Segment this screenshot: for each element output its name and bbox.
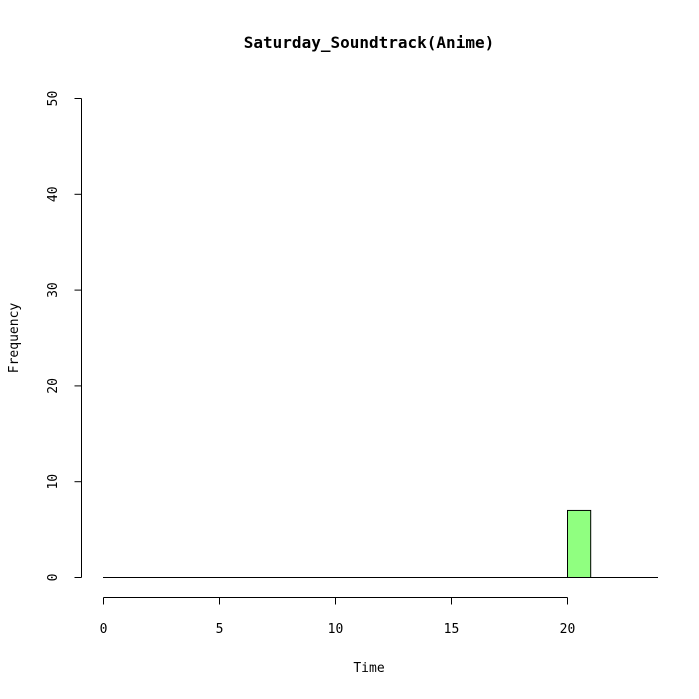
x-tick-label: 15 <box>444 622 460 637</box>
chart-title: Saturday_Soundtrack(Anime) <box>244 33 494 52</box>
y-tick-label: 20 <box>46 378 61 394</box>
y-tick-label: 10 <box>46 474 61 490</box>
y-axis-label: Frequency <box>7 303 22 374</box>
y-tick-label: 30 <box>46 282 61 298</box>
x-tick-label: 20 <box>560 622 576 637</box>
x-tick-label: 5 <box>216 622 224 637</box>
y-tick-label: 0 <box>46 574 61 582</box>
y-axis: 0 10 20 30 40 50 <box>46 91 82 582</box>
x-axis: 0 5 10 15 20 <box>100 597 576 637</box>
bars-group <box>567 509 592 578</box>
histogram-bar-0 <box>567 509 592 578</box>
x-tick-label: 10 <box>328 622 344 637</box>
y-tick-label: 40 <box>46 186 61 202</box>
x-tick-label: 0 <box>100 622 108 637</box>
y-tick-label: 50 <box>46 91 61 107</box>
x-axis-label: Time <box>353 661 384 676</box>
